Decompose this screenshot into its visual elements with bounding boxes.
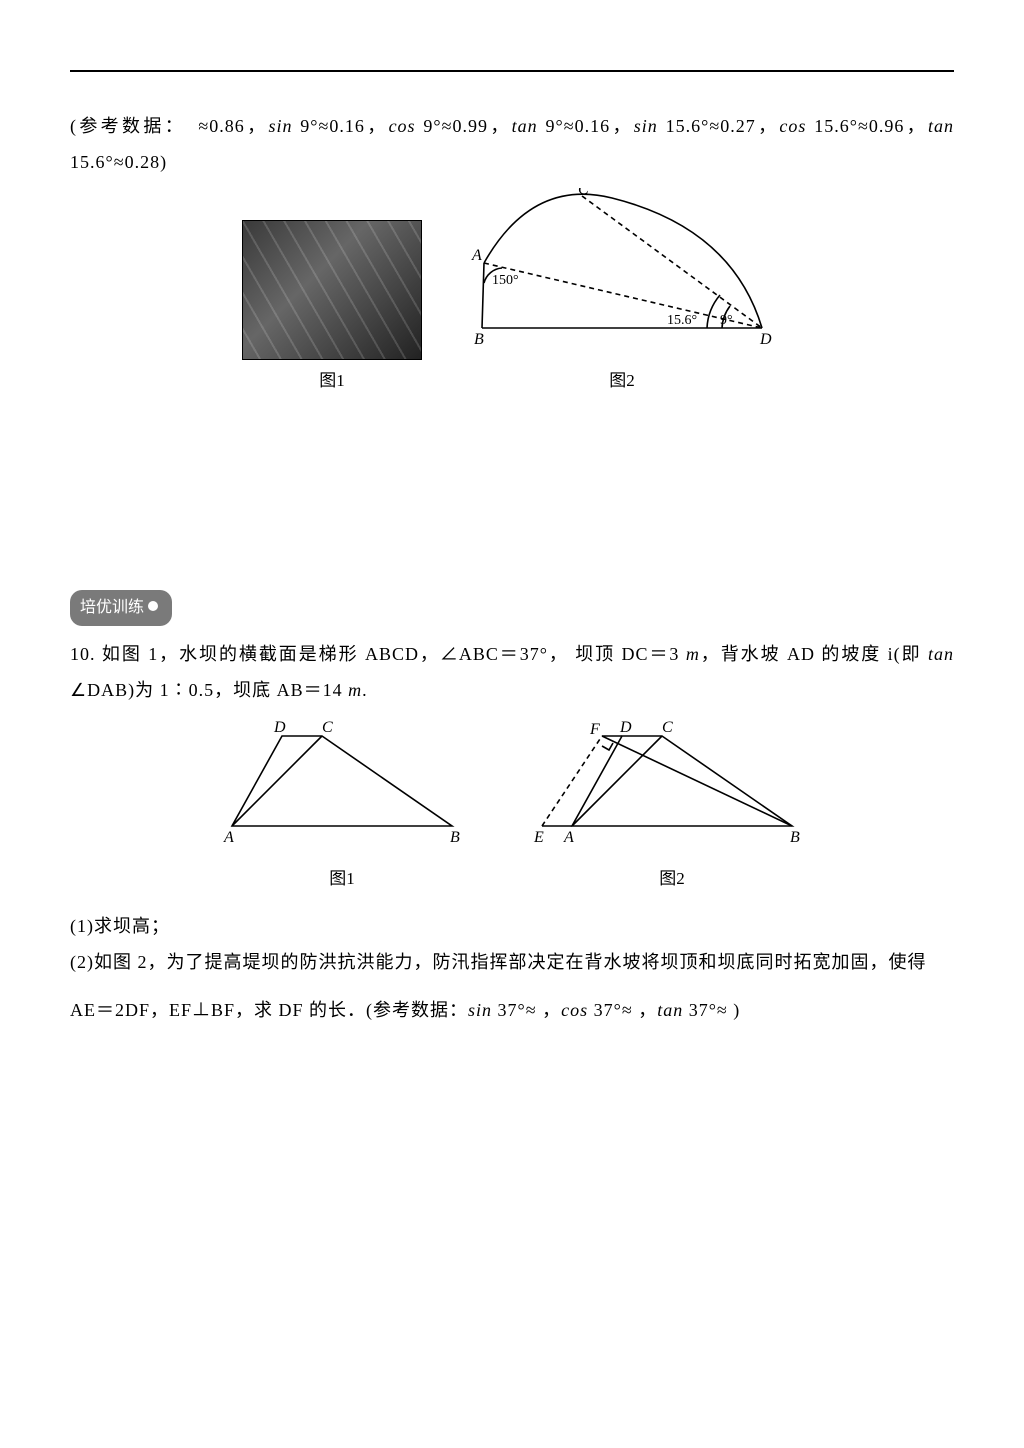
- text: 37°≈ ，: [588, 1000, 657, 1020]
- text: 15.6°≈0.28): [70, 152, 167, 172]
- figure-1-photo: 图1: [242, 220, 422, 398]
- tan-label: tan: [928, 644, 954, 664]
- point-B: B: [790, 829, 800, 846]
- text: .: [362, 680, 368, 700]
- figure-2-trapezoid-extended: E A B C D F 图2: [532, 716, 812, 896]
- figure-caption: 图2: [532, 862, 812, 896]
- text: AE＝2DF，EF⊥BF，求 DF 的长．(参考数据：: [70, 1000, 468, 1020]
- figure-row-1: 图1 A B C: [70, 188, 954, 398]
- unit-m: m: [348, 680, 362, 700]
- point-A: A: [563, 829, 574, 846]
- point-C: C: [322, 719, 333, 736]
- text: 37°≈ ，: [492, 1000, 561, 1020]
- text: (参考数据： ≈0.86，: [70, 116, 268, 136]
- figure-2-diagram: A B C D 150° 15.6° 9° 图2: [462, 188, 782, 398]
- question-10-text: 10. 如图 1，水坝的横截面是梯形 ABCD，∠ABC＝37°， 坝顶 DC＝…: [70, 636, 954, 708]
- reference-data-paragraph: (参考数据： ≈0.86，sin 9°≈0.16，cos 9°≈0.99，tan…: [70, 108, 954, 180]
- point-B: B: [474, 331, 484, 348]
- angle-150: 150°: [492, 273, 519, 288]
- figure-caption: 图1: [242, 364, 422, 398]
- text: ，背水坡 AD 的坡度 i(即: [700, 644, 928, 664]
- point-A: A: [223, 829, 234, 846]
- point-D: D: [759, 331, 772, 348]
- cos-label: cos: [779, 116, 806, 136]
- sin-label: sin: [634, 116, 658, 136]
- sin-label: sin: [468, 1000, 492, 1020]
- text: 9°≈0.16，: [538, 116, 634, 136]
- section-badge: 培优训练: [70, 590, 172, 626]
- cos-label: cos: [561, 1000, 588, 1020]
- tan-label: tan: [928, 116, 954, 136]
- figure-row-2: A B C D 图1 E: [70, 716, 954, 896]
- text: 9°≈0.16，: [292, 116, 388, 136]
- figure-caption: 图1: [212, 862, 472, 896]
- angle-15-6: 15.6°: [667, 313, 697, 328]
- tan-label: tan: [657, 1000, 683, 1020]
- figure-caption: 图2: [462, 364, 782, 398]
- text: 15.6°≈0.27，: [658, 116, 780, 136]
- tan-label: tan: [512, 116, 538, 136]
- point-D: D: [619, 719, 632, 736]
- trapezoid-diagram-1: A B C D: [212, 716, 472, 846]
- point-D: D: [273, 719, 286, 736]
- figure-1-trapezoid: A B C D 图1: [212, 716, 472, 896]
- angle-9: 9°: [720, 313, 733, 328]
- point-A: A: [471, 247, 482, 264]
- text: ∠DAB)为 1∶0.5，坝底 AB＝14: [70, 680, 348, 700]
- point-E: E: [533, 829, 544, 846]
- geometry-diagram-1: A B C D 150° 15.6° 9°: [462, 188, 782, 348]
- sub-question-3: AE＝2DF，EF⊥BF，求 DF 的长．(参考数据：sin 37°≈ ，cos…: [70, 992, 954, 1028]
- cos-label: cos: [389, 116, 416, 136]
- sin-label: sin: [268, 116, 292, 136]
- point-F: F: [589, 721, 600, 738]
- text: 37°≈ ): [683, 1000, 740, 1020]
- sub-question-1: (1)求坝高；: [70, 908, 954, 944]
- point-B: B: [450, 829, 460, 846]
- trapezoid-diagram-2: E A B C D F: [532, 716, 812, 846]
- text: 15.6°≈0.96，: [806, 116, 928, 136]
- badge-label: 培优训练: [80, 599, 144, 616]
- stadium-photo-placeholder: [242, 220, 422, 360]
- sub-question-2: (2)如图 2，为了提高堤坝的防洪抗洪能力，防汛指挥部决定在背水坡将坝顶和坝底同…: [70, 944, 954, 980]
- point-C: C: [578, 188, 589, 198]
- text: 9°≈0.99，: [416, 116, 512, 136]
- badge-dot-icon: [148, 601, 158, 611]
- unit-m: m: [686, 644, 700, 664]
- text: 10. 如图 1，水坝的横截面是梯形 ABCD，∠ABC＝37°， 坝顶 DC＝…: [70, 644, 686, 664]
- point-C: C: [662, 719, 673, 736]
